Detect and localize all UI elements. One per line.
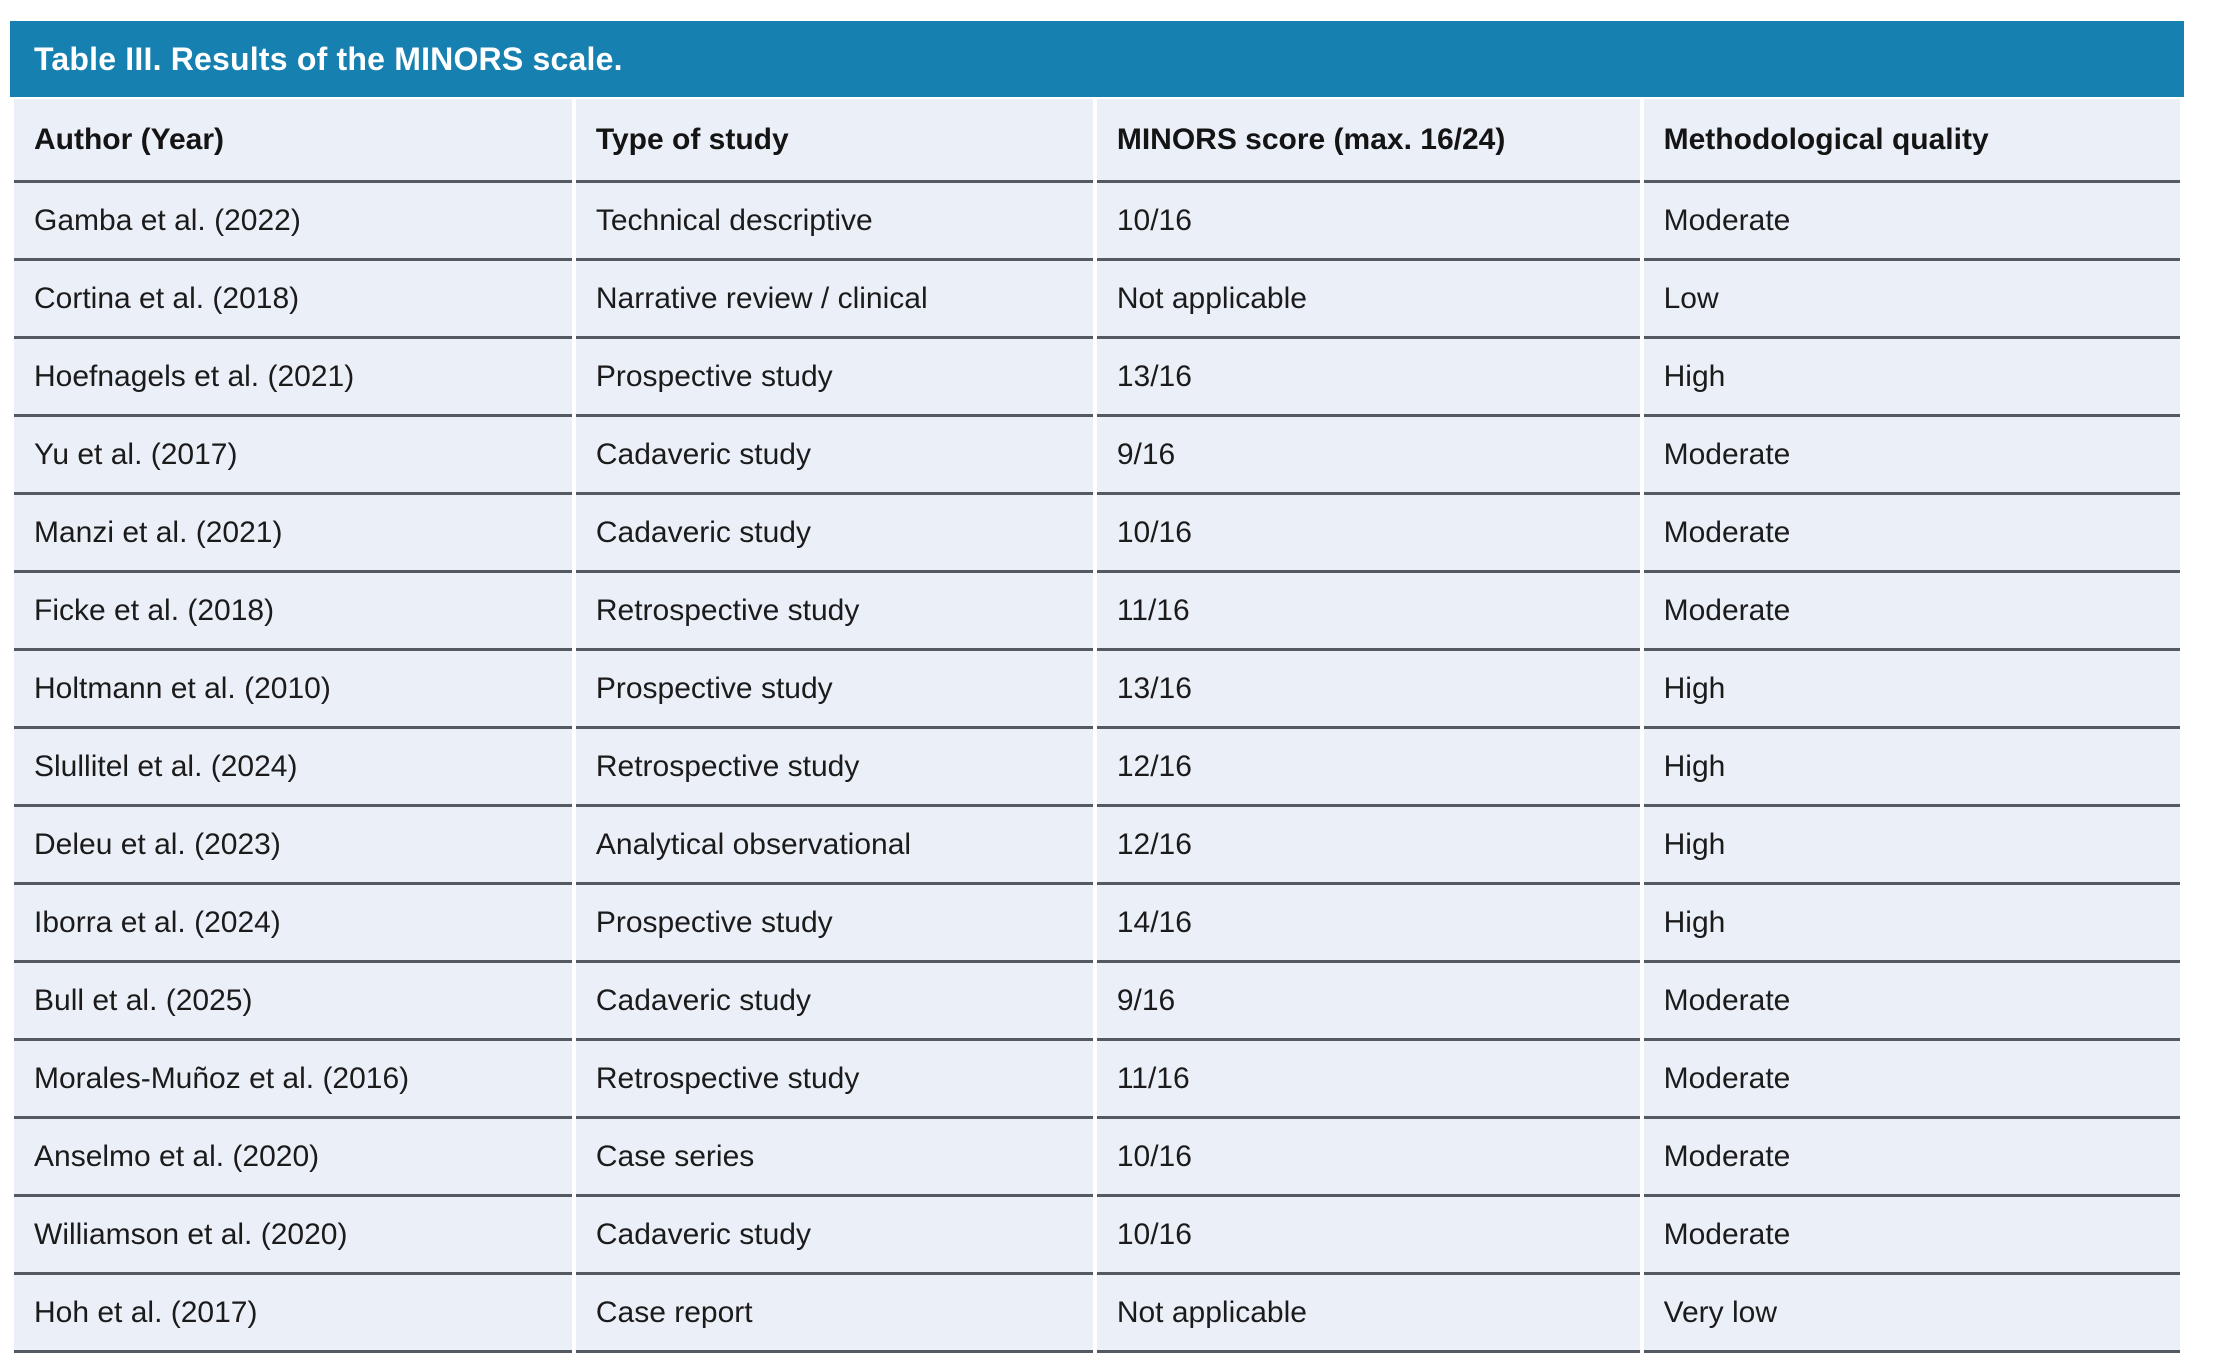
study-type-cell: Technical descriptive (575, 183, 1093, 261)
quality-cell: Moderate (1643, 183, 2180, 261)
quality-cell: High (1643, 807, 2180, 885)
table-row: Williamson et al. (2020) Cadaveric study… (14, 1197, 2180, 1275)
study-type-cell: Retrospective study (575, 573, 1093, 651)
author-cell: Deleu et al. (2023) (14, 807, 572, 885)
table-row: Hoefnagels et al. (2021) Prospective stu… (14, 339, 2180, 417)
table-row: Gamba et al. (2022) Technical descriptiv… (14, 183, 2180, 261)
author-cell: Yu et al. (2017) (14, 417, 572, 495)
table-title-bar: Table III. Results of the MINORS scale. (10, 21, 2184, 97)
author-cell: Williamson et al. (2020) (14, 1197, 572, 1275)
table-row: Iborra et al. (2024) Prospective study 1… (14, 885, 2180, 963)
study-type-cell: Prospective study (575, 651, 1093, 729)
score-cell: 12/16 (1096, 729, 1640, 807)
quality-cell: Low (1643, 261, 2180, 339)
score-cell: 14/16 (1096, 885, 1640, 963)
score-cell: 13/16 (1096, 339, 1640, 417)
study-type-cell: Narrative review / clinical (575, 261, 1093, 339)
author-cell: Gamba et al. (2022) (14, 183, 572, 261)
study-type-cell: Analytical observational (575, 807, 1093, 885)
table-row: Anselmo et al. (2020) Case series 10/16 … (14, 1119, 2180, 1197)
column-header-minors-score: MINORS score (max. 16/24) (1096, 99, 1640, 183)
author-cell: Slullitel et al. (2024) (14, 729, 572, 807)
study-type-cell: Cadaveric study (575, 1197, 1093, 1275)
study-type-cell: Case report (575, 1275, 1093, 1353)
author-cell: Iborra et al. (2024) (14, 885, 572, 963)
study-type-cell: Retrospective study (575, 1041, 1093, 1119)
table-header-row: Author (Year) Type of study MINORS score… (14, 99, 2180, 183)
score-cell: 10/16 (1096, 495, 1640, 573)
author-cell: Hoefnagels et al. (2021) (14, 339, 572, 417)
table-row: Morales-Muñoz et al. (2016) Retrospectiv… (14, 1041, 2180, 1119)
score-cell: 10/16 (1096, 1197, 1640, 1275)
quality-cell: Moderate (1643, 1119, 2180, 1197)
table-row: Deleu et al. (2023) Analytical observati… (14, 807, 2180, 885)
score-cell: Not applicable (1096, 261, 1640, 339)
table-row: Cortina et al. (2018) Narrative review /… (14, 261, 2180, 339)
score-cell: 12/16 (1096, 807, 1640, 885)
quality-cell: Moderate (1643, 1041, 2180, 1119)
minors-table: Author (Year) Type of study MINORS score… (10, 99, 2184, 1353)
column-header-author: Author (Year) (14, 99, 572, 183)
quality-cell: Very low (1643, 1275, 2180, 1353)
quality-cell: High (1643, 651, 2180, 729)
quality-cell: High (1643, 885, 2180, 963)
table-row: Bull et al. (2025) Cadaveric study 9/16 … (14, 963, 2180, 1041)
quality-cell: Moderate (1643, 417, 2180, 495)
author-cell: Bull et al. (2025) (14, 963, 572, 1041)
minors-table-figure: Table III. Results of the MINORS scale. … (10, 21, 2184, 1353)
author-cell: Hoh et al. (2017) (14, 1275, 572, 1353)
quality-cell: Moderate (1643, 1197, 2180, 1275)
table-row: Hoh et al. (2017) Case report Not applic… (14, 1275, 2180, 1353)
score-cell: 11/16 (1096, 573, 1640, 651)
study-type-cell: Retrospective study (575, 729, 1093, 807)
score-cell: 11/16 (1096, 1041, 1640, 1119)
author-cell: Cortina et al. (2018) (14, 261, 572, 339)
study-type-cell: Cadaveric study (575, 417, 1093, 495)
score-cell: 9/16 (1096, 417, 1640, 495)
study-type-cell: Case series (575, 1119, 1093, 1197)
quality-cell: Moderate (1643, 573, 2180, 651)
author-cell: Holtmann et al. (2010) (14, 651, 572, 729)
quality-cell: Moderate (1643, 495, 2180, 573)
quality-cell: Moderate (1643, 963, 2180, 1041)
column-header-quality: Methodological quality (1643, 99, 2180, 183)
score-cell: 13/16 (1096, 651, 1640, 729)
score-cell: 9/16 (1096, 963, 1640, 1041)
score-cell: 10/16 (1096, 1119, 1640, 1197)
table-row: Slullitel et al. (2024) Retrospective st… (14, 729, 2180, 807)
author-cell: Anselmo et al. (2020) (14, 1119, 572, 1197)
score-cell: Not applicable (1096, 1275, 1640, 1353)
table-row: Yu et al. (2017) Cadaveric study 9/16 Mo… (14, 417, 2180, 495)
study-type-cell: Prospective study (575, 885, 1093, 963)
study-type-cell: Cadaveric study (575, 963, 1093, 1041)
author-cell: Ficke et al. (2018) (14, 573, 572, 651)
study-type-cell: Cadaveric study (575, 495, 1093, 573)
table-row: Ficke et al. (2018) Retrospective study … (14, 573, 2180, 651)
table-row: Manzi et al. (2021) Cadaveric study 10/1… (14, 495, 2180, 573)
table-title: Table III. Results of the MINORS scale. (34, 40, 623, 77)
author-cell: Manzi et al. (2021) (14, 495, 572, 573)
table-row: Holtmann et al. (2010) Prospective study… (14, 651, 2180, 729)
column-header-study-type: Type of study (575, 99, 1093, 183)
author-cell: Morales-Muñoz et al. (2016) (14, 1041, 572, 1119)
study-type-cell: Prospective study (575, 339, 1093, 417)
quality-cell: High (1643, 729, 2180, 807)
quality-cell: High (1643, 339, 2180, 417)
score-cell: 10/16 (1096, 183, 1640, 261)
